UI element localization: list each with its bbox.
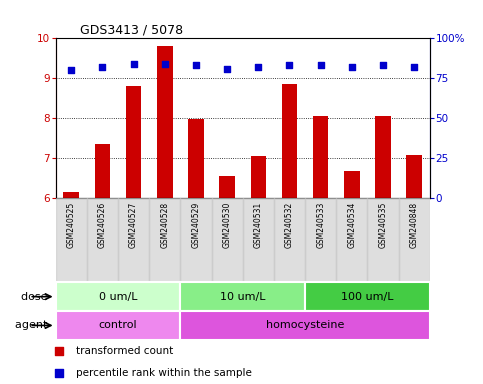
Text: 0 um/L: 0 um/L xyxy=(99,291,137,302)
Bar xyxy=(126,86,142,198)
Bar xyxy=(313,116,328,198)
Bar xyxy=(305,282,430,311)
Bar xyxy=(56,311,180,340)
Bar xyxy=(219,176,235,198)
Text: agent: agent xyxy=(15,320,51,331)
Bar xyxy=(56,198,87,282)
Point xyxy=(99,64,106,70)
Point xyxy=(273,258,281,265)
Text: dose: dose xyxy=(21,291,51,302)
Text: GSM240533: GSM240533 xyxy=(316,202,325,248)
Bar xyxy=(188,119,204,198)
Text: GSM240529: GSM240529 xyxy=(191,202,200,248)
Bar xyxy=(95,144,110,198)
Point xyxy=(285,63,293,69)
Bar xyxy=(305,198,336,282)
Text: 100 um/L: 100 um/L xyxy=(341,291,394,302)
Bar xyxy=(149,198,180,282)
Bar xyxy=(251,156,266,198)
Point xyxy=(348,64,356,70)
Point xyxy=(317,63,325,69)
Text: homocysteine: homocysteine xyxy=(266,320,344,331)
Point xyxy=(255,64,262,70)
Bar xyxy=(56,282,180,311)
Bar xyxy=(212,198,242,282)
Text: GSM240534: GSM240534 xyxy=(347,202,356,248)
Bar xyxy=(368,198,398,282)
Point xyxy=(223,66,231,72)
Bar xyxy=(157,46,172,198)
Bar xyxy=(118,198,149,282)
Bar xyxy=(180,198,212,282)
Point xyxy=(379,63,387,69)
Bar xyxy=(180,282,305,311)
Text: GSM240531: GSM240531 xyxy=(254,202,263,248)
Text: control: control xyxy=(99,320,137,331)
Bar xyxy=(180,311,430,340)
Text: GSM240848: GSM240848 xyxy=(410,202,419,248)
Point xyxy=(67,67,75,73)
Text: GSM240525: GSM240525 xyxy=(67,202,76,248)
Text: transformed count: transformed count xyxy=(76,346,173,356)
Point xyxy=(411,64,418,70)
Text: GSM240535: GSM240535 xyxy=(379,202,387,248)
Bar xyxy=(242,198,274,282)
Text: GSM240532: GSM240532 xyxy=(285,202,294,248)
Bar xyxy=(398,198,430,282)
Point xyxy=(161,61,169,67)
Bar xyxy=(87,198,118,282)
Text: 10 um/L: 10 um/L xyxy=(220,291,266,302)
Point xyxy=(192,63,200,69)
Bar xyxy=(344,170,360,198)
Bar xyxy=(336,198,368,282)
Bar xyxy=(282,84,298,198)
Text: GSM240527: GSM240527 xyxy=(129,202,138,248)
Bar xyxy=(375,116,391,198)
Point xyxy=(129,61,137,67)
Bar xyxy=(274,198,305,282)
Text: GSM240530: GSM240530 xyxy=(223,202,232,248)
Point xyxy=(273,58,281,64)
Bar xyxy=(407,155,422,198)
Bar xyxy=(63,192,79,198)
Text: GSM240526: GSM240526 xyxy=(98,202,107,248)
Text: GSM240528: GSM240528 xyxy=(160,202,169,248)
Text: percentile rank within the sample: percentile rank within the sample xyxy=(76,368,252,378)
Text: GDS3413 / 5078: GDS3413 / 5078 xyxy=(80,23,183,36)
